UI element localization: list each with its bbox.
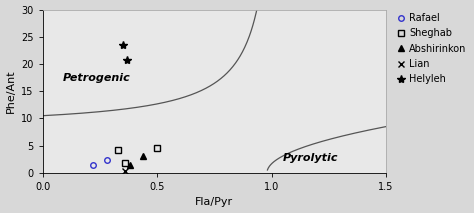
Line: Sheghab: Sheghab	[115, 145, 160, 166]
Text: Pyrolytic: Pyrolytic	[283, 153, 338, 163]
Legend: Rafael, Sheghab, Abshirinkon, Lian, Helyleh: Rafael, Sheghab, Abshirinkon, Lian, Hely…	[394, 11, 468, 86]
Text: Petrogenic: Petrogenic	[63, 73, 131, 83]
Sheghab	[122, 162, 128, 164]
Sheghab	[115, 149, 121, 151]
Rafael	[104, 159, 109, 162]
Line: Rafael: Rafael	[90, 158, 109, 167]
Helyleh	[120, 44, 126, 46]
Abshirinkon	[127, 163, 132, 166]
X-axis label: Fla/Pyr: Fla/Pyr	[195, 197, 233, 207]
Line: Abshirinkon: Abshirinkon	[126, 153, 147, 168]
Rafael	[90, 163, 96, 166]
Line: Helyleh: Helyleh	[118, 41, 131, 64]
Helyleh	[125, 58, 130, 61]
Sheghab	[154, 147, 160, 149]
Y-axis label: Phe/Ant: Phe/Ant	[6, 69, 16, 113]
Abshirinkon	[140, 155, 146, 157]
